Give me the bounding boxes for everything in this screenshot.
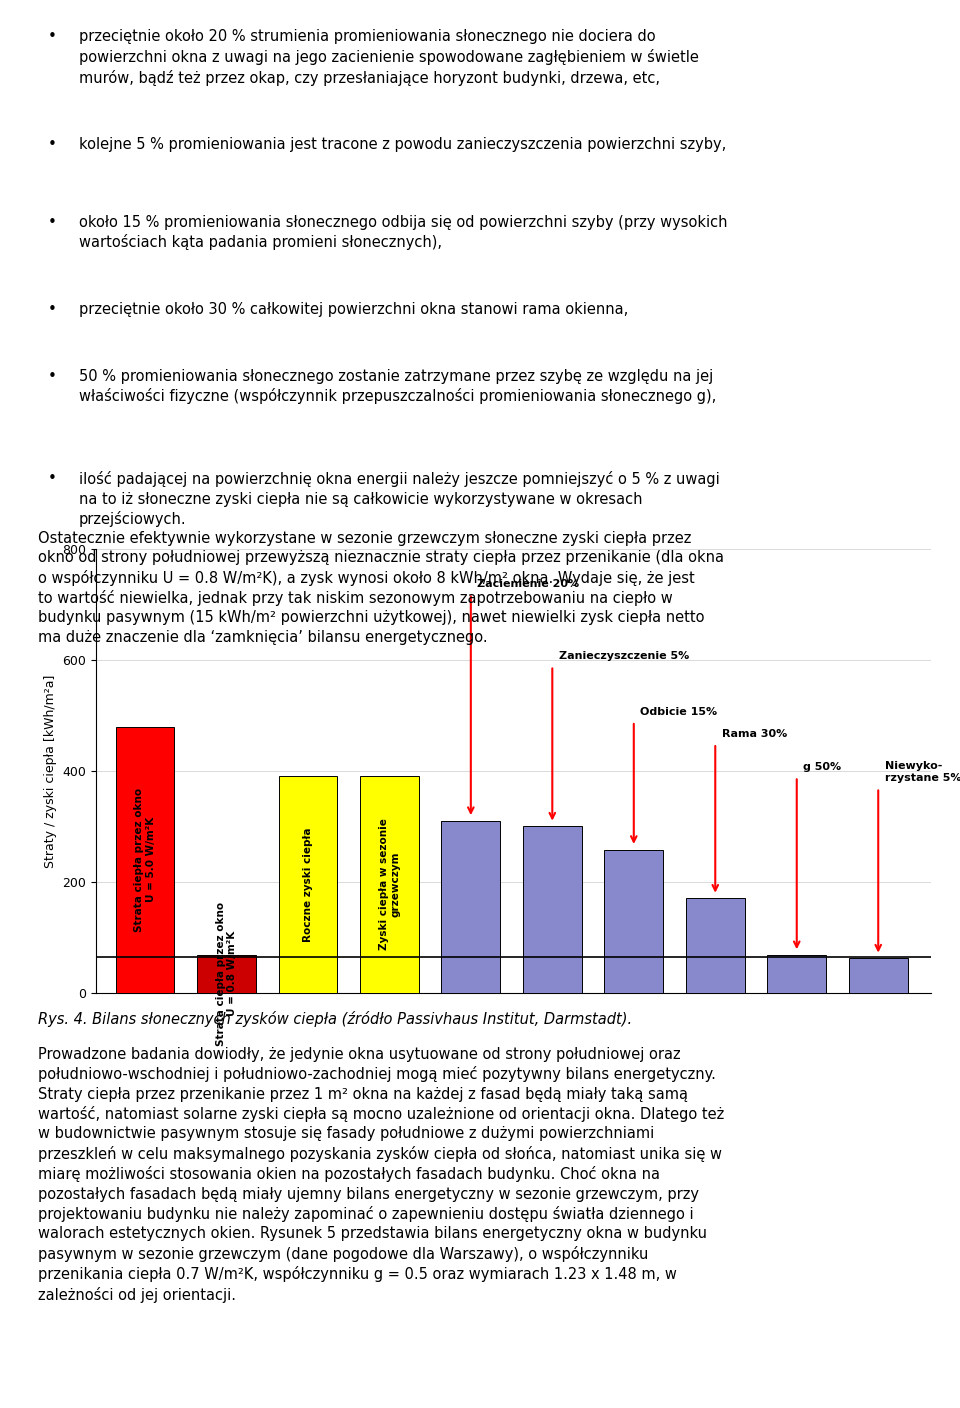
Text: •: • — [47, 369, 57, 384]
Text: około 15 % promieniowania słonecznego odbija się od powierzchni szyby (przy wyso: około 15 % promieniowania słonecznego od… — [79, 214, 727, 251]
Text: Strata ciepła przez okno
U = 0.8 W/m²K: Strata ciepła przez okno U = 0.8 W/m²K — [216, 901, 237, 1046]
Bar — [278, 776, 337, 993]
Text: Zyski ciepła w sezonie
grzewczym: Zyski ciepła w sezonie grzewczym — [378, 818, 400, 950]
Text: •: • — [47, 214, 57, 230]
Text: 50 % promieniowania słonecznego zostanie zatrzymane przez szybę ze względu na je: 50 % promieniowania słonecznego zostanie… — [79, 369, 716, 404]
Bar — [686, 898, 745, 993]
Text: •: • — [47, 301, 57, 317]
Text: przeciętnie około 30 % całkowitej powierzchni okna stanowi rama okienna,: przeciętnie około 30 % całkowitej powier… — [79, 301, 628, 317]
Bar — [442, 821, 500, 993]
Bar — [523, 826, 582, 993]
Text: Ostatecznie efektywnie wykorzystane w sezonie grzewczym słoneczne zyski ciepła p: Ostatecznie efektywnie wykorzystane w se… — [38, 531, 725, 645]
Text: g 50%: g 50% — [804, 762, 841, 772]
Y-axis label: Straty / zyski ciepła [kWh/m²a]: Straty / zyski ciepła [kWh/m²a] — [44, 674, 57, 867]
Text: Zacienienie 20%: Zacienienie 20% — [477, 579, 580, 589]
Text: •: • — [47, 472, 57, 487]
Text: kolejne 5 % promieniowania jest tracone z powodu zanieczyszczenia powierzchni sz: kolejne 5 % promieniowania jest tracone … — [79, 138, 726, 152]
Bar — [767, 955, 827, 993]
Text: Prowadzone badania dowiodły, że jedynie okna usytuowane od strony południowej or: Prowadzone badania dowiodły, że jedynie … — [38, 1048, 725, 1302]
Text: Zanieczyszczenie 5%: Zanieczyszczenie 5% — [559, 650, 689, 662]
Bar — [849, 959, 907, 993]
Text: Niewyko-
rzystane 5%: Niewyko- rzystane 5% — [885, 762, 960, 783]
Text: ilość padającej na powierzchnię okna energii należy jeszcze pomniejszyć o 5 % z : ilość padającej na powierzchnię okna ene… — [79, 472, 719, 527]
Text: Rama 30%: Rama 30% — [722, 729, 787, 739]
Text: •: • — [47, 138, 57, 152]
Text: Roczne zyski ciepła: Roczne zyski ciepła — [302, 828, 313, 942]
Text: •: • — [47, 30, 57, 45]
Text: Odbicie 15%: Odbicie 15% — [640, 707, 717, 717]
Text: przeciętnie około 20 % strumienia promieniowania słonecznego nie dociera do
powi: przeciętnie około 20 % strumienia promie… — [79, 30, 699, 86]
Text: Strata ciepła przez okno
U = 5.0 W/m²K: Strata ciepła przez okno U = 5.0 W/m²K — [134, 787, 156, 932]
Text: Rys. 4. Bilans słonecznych zysków ciepła (źródło Passivhaus Institut, Darmstadt): Rys. 4. Bilans słonecznych zysków ciepła… — [38, 1011, 633, 1026]
Bar — [360, 776, 419, 993]
Bar — [605, 849, 663, 993]
Bar — [115, 727, 174, 993]
Bar — [197, 955, 255, 993]
